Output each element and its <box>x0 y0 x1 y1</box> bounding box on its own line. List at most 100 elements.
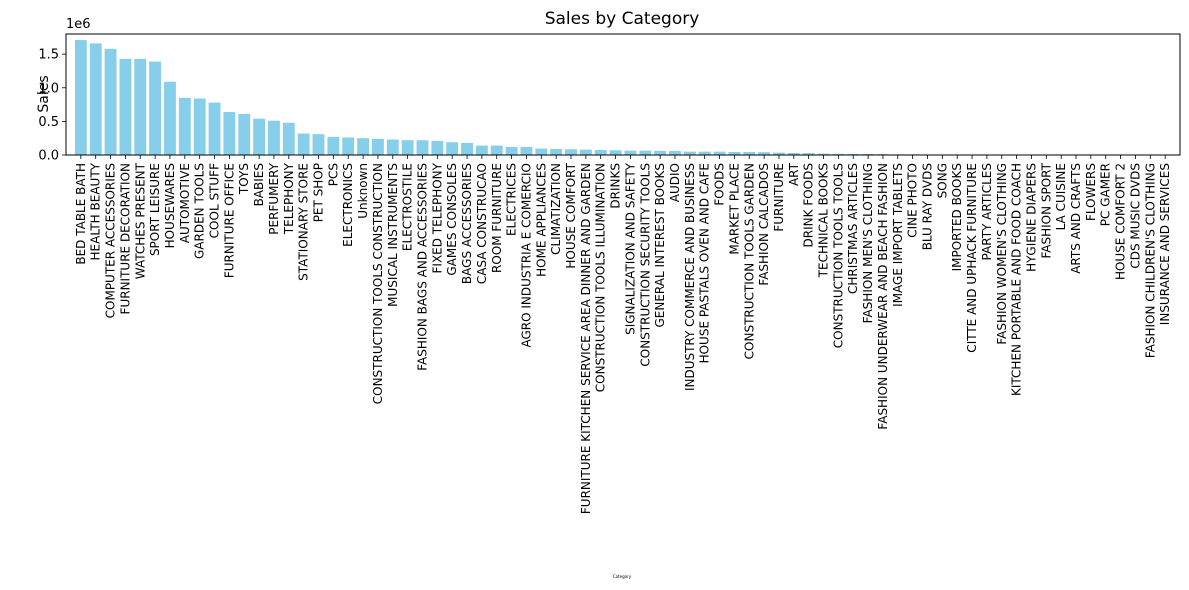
x-tick-label: CONSTRUCTION TOOLS ILLUMINATION <box>594 163 608 392</box>
x-tick-label: HOUSE COMFORT 2 <box>1114 163 1128 280</box>
x-ticks-group: BED TABLE BATH HEALTH BEAUTY COMPUTER ACCE… <box>74 155 1172 514</box>
x-tick-label: CONSTRUCTION TOOLS TOOLS <box>831 163 845 348</box>
x-tick-label: TELEPHONY <box>282 162 296 235</box>
bar <box>416 140 429 155</box>
x-tick-label: FASHION UNDERWEAR AND BEACH FASHION <box>876 163 890 430</box>
bar <box>594 149 607 155</box>
x-tick-label: PC GAMER <box>1099 163 1113 226</box>
x-tick-label: FASHION CALCADOS <box>757 163 771 286</box>
bar <box>565 149 577 155</box>
x-tick-label: SONG <box>935 163 949 198</box>
x-tick-label: CASA CONSTRUCAO <box>475 163 489 284</box>
bar <box>357 138 370 155</box>
x-tick-label: GENERAL INTEREST BOOKS <box>653 163 667 328</box>
x-tick-label: COMPUTER ACCESSORIES <box>104 163 118 318</box>
x-tick-label: TECHNICAL BOOKS <box>817 163 831 278</box>
x-tick-label: ART <box>787 162 801 186</box>
y-tick-label: 0.5 <box>38 115 59 130</box>
bar <box>713 151 726 155</box>
x-tick-label: LA CUISINE <box>1054 163 1068 230</box>
x-tick-label: FOODS <box>713 163 727 206</box>
bar <box>164 81 176 155</box>
x-tick-label: CLIMATIZATION <box>549 163 563 255</box>
bar <box>817 153 830 155</box>
bar <box>446 142 459 155</box>
bar <box>847 153 860 155</box>
x-tick-label: PCS <box>326 163 340 186</box>
bar <box>178 97 191 155</box>
x-tick-label: AUTOMOTIVE <box>178 163 192 243</box>
x-tick-label: AUDIO <box>668 163 682 202</box>
y-ticks-group: 0.0 0.5 1.0 1.5 <box>38 48 66 164</box>
bar <box>743 151 756 155</box>
bar <box>505 146 518 155</box>
x-tick-label: HOUSEWARES <box>163 163 177 248</box>
bar <box>802 153 815 155</box>
x-tick-label: FASHION BAGS AND ACCESSORIES <box>415 163 429 371</box>
y-axis-label: Sales <box>36 75 52 112</box>
bar <box>773 152 785 155</box>
bar <box>104 48 117 155</box>
x-tick-label: IMAGE IMPORT TABLETS <box>891 163 905 307</box>
plot-frame <box>65 33 1181 156</box>
x-tick-label: BABIES <box>252 163 266 206</box>
x-tick-label: WATCHES PRESENT <box>133 162 147 279</box>
bar <box>461 142 473 155</box>
x-tick-label: FASHION MEN'S CLOTHING <box>861 163 875 323</box>
x-tick-label: HOUSE COMFORT <box>564 162 578 268</box>
bar <box>327 136 340 155</box>
bar <box>520 146 533 155</box>
x-tick-label: CONSTRUCTION TOOLS CONSTRUCTION <box>371 163 385 404</box>
x-tick-label: MUSICAL INSTRUMENTS <box>386 163 400 307</box>
x-tick-label: COOL STUFF <box>208 163 222 238</box>
bar <box>535 148 548 155</box>
bar <box>268 120 280 155</box>
bar <box>119 58 132 156</box>
x-tick-label: DRINK FOODS <box>802 163 816 247</box>
x-tick-label: ELECTROSTILE <box>401 163 415 251</box>
x-tick-label: CONSTRUCTION SECURITY TOOLS <box>638 163 652 367</box>
x-tick-label: FURNITURE OFFICE <box>222 163 236 278</box>
x-tick-label: BAGS ACCESSORIES <box>460 163 474 284</box>
x-tick-label: FURNITURE DECORATION <box>118 163 132 314</box>
bar <box>728 151 741 155</box>
bar <box>149 61 162 156</box>
y-axis-multiplier: 1e6 <box>66 17 91 32</box>
bar <box>386 139 399 155</box>
x-tick-label: ELECTRONICS <box>341 163 355 247</box>
bar <box>579 149 592 155</box>
bar <box>654 150 667 155</box>
x-tick-label: GARDEN TOOLS <box>193 163 207 259</box>
x-tick-label: HYGIENE DIAPERS <box>1024 163 1038 272</box>
x-tick-label: FLOWERS <box>1084 163 1098 221</box>
bar <box>639 150 652 155</box>
bar <box>74 40 87 155</box>
y-tick-label: 0.0 <box>38 149 59 164</box>
chart-title: Sales by Category <box>545 9 700 29</box>
bar <box>253 118 266 155</box>
x-tick-label: CONSTRUCTION TOOLS GARDEN <box>742 163 756 359</box>
bar <box>89 43 102 155</box>
y-tick-label: 1.0 <box>38 81 59 96</box>
x-tick-label: KITCHEN PORTABLE AND FOOD COACH <box>1010 163 1024 396</box>
x-tick-label: AGRO INDUSTRIA E COMERCIO <box>519 163 533 348</box>
bar <box>758 152 771 155</box>
bar <box>550 148 563 155</box>
x-tick-label: ELECTRICES <box>505 163 519 236</box>
x-tick-label: SPORT LEISURE <box>148 163 162 256</box>
x-tick-label: FURNITURE KITCHEN SERVICE AREA DINNER AN… <box>579 163 593 514</box>
x-tick-label: INDUSTRY COMMERCE AND BUSINESS <box>683 163 697 391</box>
x-tick-label: PET SHOP <box>312 163 326 222</box>
x-tick-label: ARTS AND CRAFTS <box>1069 163 1083 274</box>
bars-group <box>74 40 1172 156</box>
bar <box>312 134 325 155</box>
x-tick-label: CITTE AND UPHACK FURNITURE <box>965 163 979 353</box>
x-tick-label: HEALTH BEAUTY <box>89 162 103 260</box>
bar <box>297 133 310 155</box>
bar <box>371 138 384 155</box>
x-tick-label: PARTY ARTICLES <box>980 163 994 260</box>
bar <box>669 150 681 155</box>
bar <box>787 152 800 155</box>
bar <box>238 113 251 155</box>
